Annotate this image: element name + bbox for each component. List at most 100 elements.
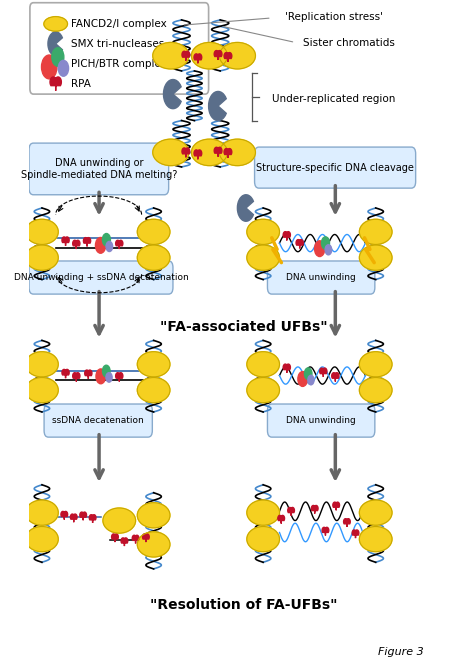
Ellipse shape xyxy=(191,139,227,166)
Ellipse shape xyxy=(358,500,391,525)
FancyBboxPatch shape xyxy=(29,261,173,294)
Circle shape xyxy=(321,237,329,249)
FancyBboxPatch shape xyxy=(30,3,208,94)
Polygon shape xyxy=(83,237,90,247)
Ellipse shape xyxy=(26,352,58,377)
Polygon shape xyxy=(332,502,339,510)
Text: DNA unwinding + ssDNA decatenation: DNA unwinding + ssDNA decatenation xyxy=(14,273,188,282)
Ellipse shape xyxy=(219,43,255,69)
Polygon shape xyxy=(142,534,149,542)
Polygon shape xyxy=(296,239,302,249)
Text: Sister chromatids: Sister chromatids xyxy=(302,38,394,48)
Ellipse shape xyxy=(219,139,255,166)
Circle shape xyxy=(307,375,313,385)
Ellipse shape xyxy=(152,139,189,166)
Polygon shape xyxy=(70,514,77,522)
Polygon shape xyxy=(283,364,290,373)
FancyBboxPatch shape xyxy=(254,147,415,188)
Polygon shape xyxy=(132,535,139,543)
Ellipse shape xyxy=(246,219,279,245)
Text: Under-replicated region: Under-replicated region xyxy=(271,94,394,104)
Polygon shape xyxy=(61,511,67,519)
Polygon shape xyxy=(277,515,284,523)
Polygon shape xyxy=(283,231,290,241)
Text: Figure 3: Figure 3 xyxy=(378,646,423,657)
Polygon shape xyxy=(80,512,86,520)
Text: "Resolution of FA-UFBs": "Resolution of FA-UFBs" xyxy=(150,598,337,612)
Polygon shape xyxy=(182,51,189,61)
Polygon shape xyxy=(321,527,328,535)
Polygon shape xyxy=(214,51,221,60)
FancyBboxPatch shape xyxy=(267,261,374,294)
Text: DNA unwinding or
Spindle-mediated DNA melting?: DNA unwinding or Spindle-mediated DNA me… xyxy=(21,158,177,180)
Wedge shape xyxy=(163,80,181,108)
Polygon shape xyxy=(319,368,326,377)
Ellipse shape xyxy=(26,378,58,403)
Ellipse shape xyxy=(137,532,169,557)
Ellipse shape xyxy=(103,508,135,533)
Circle shape xyxy=(297,372,307,386)
Polygon shape xyxy=(311,505,317,513)
Wedge shape xyxy=(208,92,226,120)
Ellipse shape xyxy=(358,245,391,270)
Ellipse shape xyxy=(358,378,391,403)
Polygon shape xyxy=(50,77,61,91)
Ellipse shape xyxy=(26,245,58,270)
Circle shape xyxy=(41,55,57,79)
Polygon shape xyxy=(89,515,96,523)
Polygon shape xyxy=(343,519,349,527)
Ellipse shape xyxy=(246,378,279,403)
Polygon shape xyxy=(194,150,202,160)
Text: RPA: RPA xyxy=(71,78,91,88)
Wedge shape xyxy=(48,32,62,56)
Polygon shape xyxy=(182,148,189,158)
Text: SMX tri-nucleases: SMX tri-nucleases xyxy=(71,39,164,49)
Ellipse shape xyxy=(137,219,169,245)
Circle shape xyxy=(102,233,110,246)
Polygon shape xyxy=(214,147,221,157)
Ellipse shape xyxy=(191,43,227,69)
Ellipse shape xyxy=(152,43,189,69)
Wedge shape xyxy=(237,195,253,221)
Polygon shape xyxy=(73,240,80,249)
Polygon shape xyxy=(121,538,128,546)
Polygon shape xyxy=(352,530,358,538)
Ellipse shape xyxy=(137,245,169,270)
Polygon shape xyxy=(287,507,294,515)
Text: DNA unwinding: DNA unwinding xyxy=(285,416,355,425)
Polygon shape xyxy=(115,372,123,382)
Polygon shape xyxy=(73,372,80,382)
Ellipse shape xyxy=(137,378,169,403)
Ellipse shape xyxy=(246,500,279,525)
Ellipse shape xyxy=(358,219,391,245)
Polygon shape xyxy=(224,53,231,62)
Ellipse shape xyxy=(246,245,279,270)
Text: "FA-associated UFBs": "FA-associated UFBs" xyxy=(160,321,327,334)
Text: DNA unwinding: DNA unwinding xyxy=(285,273,355,282)
Ellipse shape xyxy=(246,352,279,377)
Ellipse shape xyxy=(44,17,67,31)
Polygon shape xyxy=(112,534,118,542)
Text: ssDNA decatenation: ssDNA decatenation xyxy=(52,416,144,425)
Polygon shape xyxy=(62,369,69,378)
Circle shape xyxy=(58,61,68,76)
Circle shape xyxy=(95,237,106,253)
Circle shape xyxy=(304,368,311,380)
Circle shape xyxy=(314,241,324,257)
Circle shape xyxy=(52,48,64,66)
Ellipse shape xyxy=(26,219,58,245)
Circle shape xyxy=(96,369,106,384)
Ellipse shape xyxy=(358,352,391,377)
Ellipse shape xyxy=(137,352,169,377)
Ellipse shape xyxy=(358,527,391,552)
Ellipse shape xyxy=(26,527,58,552)
Circle shape xyxy=(106,372,112,382)
Text: Structure-specific DNA cleavage: Structure-specific DNA cleavage xyxy=(256,163,413,173)
Text: PICH/BTR complex: PICH/BTR complex xyxy=(71,59,167,68)
Polygon shape xyxy=(224,148,231,158)
Text: FANCD2/I complex: FANCD2/I complex xyxy=(71,19,167,29)
FancyBboxPatch shape xyxy=(267,404,374,437)
Ellipse shape xyxy=(26,500,58,525)
Polygon shape xyxy=(194,54,202,63)
Circle shape xyxy=(325,245,331,255)
